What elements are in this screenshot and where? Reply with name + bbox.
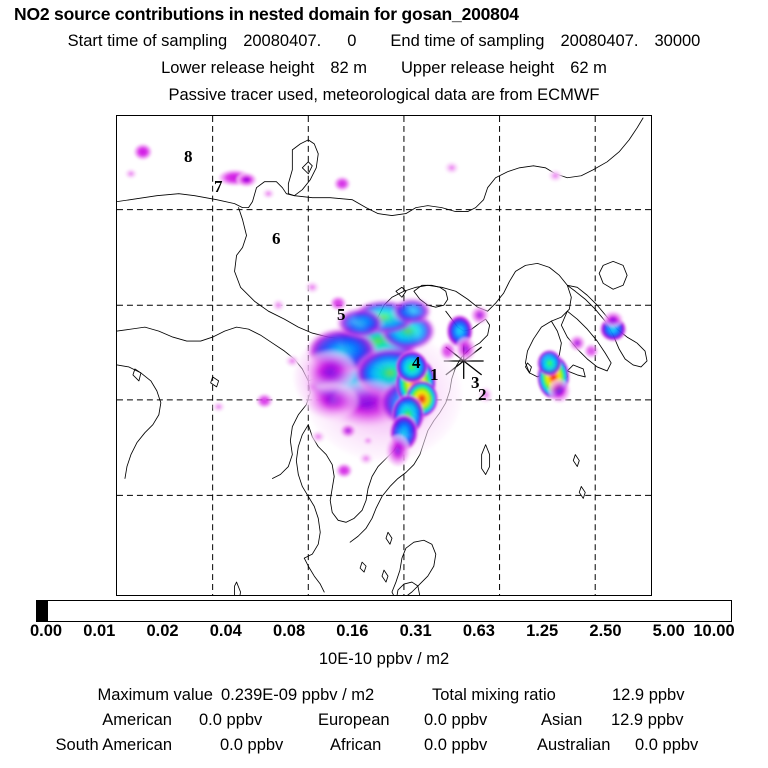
region-label-8: 8 [184,147,193,166]
colorbar-band-0 [37,601,38,621]
colorbar-tick-0.16: 0.16 [336,622,369,640]
region-label-5: 5 [337,305,346,324]
sampling-time-line: Start time of sampling 20080407. 0 End t… [0,32,768,51]
total-mixing-ratio-label: Total mixing ratio [432,686,556,704]
maximum-value-label: Maximum value [97,686,213,704]
release-height-line: Lower release height 82 m Upper release … [0,59,768,78]
start-date-value: 20080407. [243,32,322,50]
colorbar-tick-0.04: 0.04 [209,622,242,640]
lower-release-height-label: Lower release height [161,59,315,77]
end-time-label: End time of sampling [390,32,545,50]
colorbar-tick-5.00: 5.00 [652,622,685,640]
spacer [314,59,330,78]
colorbar-tick-labels: 0.00 0.01 0.02 0.04 0.08 0.16 0.31 0.63 1.25 2.50… [0,622,768,642]
lower-release-height-value: 82 m [330,59,367,77]
spacer [554,59,570,78]
colorbar-unit-label: 10E-10 ppbv / m2 [318,650,450,668]
australian-label: Australian [537,736,611,754]
colorbar-band-7 [44,601,45,621]
page-title: NO2 source contributions in nested domai… [14,4,519,24]
start-time-label: Start time of sampling [67,32,228,50]
region-label-7: 7 [214,177,223,196]
colorbar-band-9 [46,601,47,621]
total-mixing-ratio-value: 12.9 ppbv [612,686,685,704]
european-value: 0.0 ppbv [424,711,488,729]
australian-value: 0.0 ppbv [635,736,699,754]
stats-row-max: Maximum value 0.239E-09 ppbv / m2 Total … [0,686,768,706]
colorbar-tick-0.01: 0.01 [83,622,116,640]
map-panel[interactable]: 1 2 3 4 5 6 7 8 [116,115,652,596]
region-label-3: 3 [471,373,480,392]
region-label-6: 6 [272,229,281,248]
end-time-value: 30000 [654,32,701,50]
stats-row-1: American 0.0 ppbv European 0.0 ppbv Asia… [0,711,768,731]
stats-row-2: South American 0.0 ppbv African 0.0 ppbv… [0,736,768,756]
colorbar-tick-1.25: 1.25 [526,622,559,640]
colorbar-band-4 [41,601,42,621]
colorbar-tick-0.00: 0.00 [29,622,63,640]
tracer-note: Passive tracer used, meteorological data… [168,86,600,104]
colorbar-tick-0.63: 0.63 [462,622,495,640]
colorbar-tick-0.02: 0.02 [146,622,179,640]
spacer [227,32,243,51]
upper-release-height-label: Upper release height [401,59,555,77]
spacer [367,59,401,78]
region-label-2: 2 [478,385,487,404]
european-label: European [318,711,390,729]
colorbar-band-8 [45,601,46,621]
south-american-value: 0.0 ppbv [220,736,284,754]
spacer [321,32,347,51]
maximum-value: 0.239E-09 ppbv / m2 [221,686,375,704]
colorbar-band-1 [38,601,39,621]
american-label: American [102,711,172,729]
colorbar-tick-10.00: 10.00 [693,622,735,640]
colorbar-band-6 [43,601,44,621]
african-value: 0.0 ppbv [424,736,488,754]
end-date-value: 20080407. [560,32,639,50]
region-label-1: 1 [430,365,439,384]
colorbar-band-2 [39,601,40,621]
region-label-4: 4 [412,353,421,372]
colorbar-band-3 [40,601,41,621]
american-value: 0.0 ppbv [199,711,263,729]
south-american-label: South American [55,736,172,754]
colorbar-tick-2.50: 2.50 [589,622,622,640]
african-label: African [330,736,382,754]
upper-release-height-value: 62 m [570,59,607,77]
concentration-field [124,143,627,478]
colorbar-band-10 [47,601,48,621]
start-time-value: 0 [347,32,357,50]
colorbar-tick-0.31: 0.31 [399,622,432,640]
asian-value: 12.9 ppbv [611,711,684,729]
spacer [544,32,560,51]
spacer [638,32,654,51]
colorbar-tick-0.08: 0.08 [273,622,306,640]
spacer [356,32,390,51]
asian-label: Asian [541,711,583,729]
colorbar[interactable] [36,600,732,622]
colorbar-band-5 [42,601,43,621]
